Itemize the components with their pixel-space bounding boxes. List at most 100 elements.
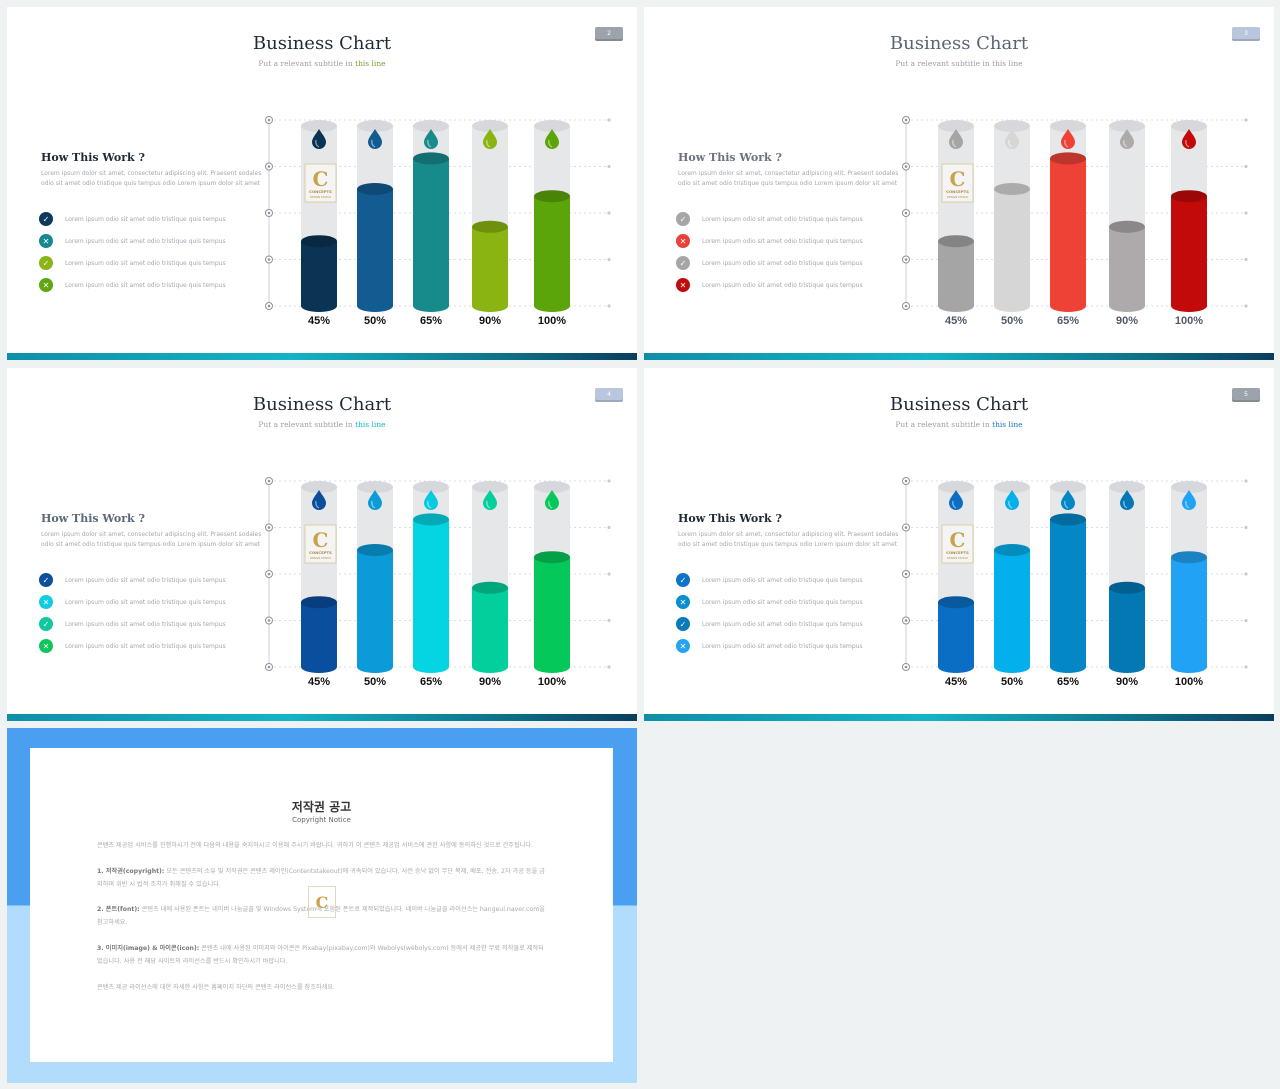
notice-outro: 콘텐츠 제공 라이선스에 대한 자세한 사항은 홈페이지 하단의 콘텐츠 라이선…: [97, 983, 335, 991]
logo-frame: [304, 524, 337, 564]
feature-list: ✓ Lorem ipsum odio sit amet odio tristiqu…: [676, 569, 863, 657]
close-icon: ✕: [676, 595, 690, 609]
tick-label: 50%: [364, 315, 386, 327]
notice-title: 저작권 공고: [291, 800, 352, 814]
slide-title: Business Chart: [889, 33, 1029, 54]
drop-highlight: [548, 500, 553, 509]
how-title: How This Work ?: [41, 151, 145, 164]
drop-icon: [545, 129, 559, 149]
logo-letter: C: [950, 167, 966, 191]
list-item: ✕ Lorem ipsum odio sit amet odio tristiqu…: [39, 230, 226, 252]
grid-end-dot: [607, 479, 611, 483]
list-item: ✓ Lorem ipsum odio sit amet odio tristiqu…: [39, 252, 226, 274]
bar-1: 45%: [301, 481, 337, 688]
drop-highlight: [1185, 500, 1190, 509]
page-number: 2: [595, 27, 623, 41]
axis-tick-dot: [904, 258, 908, 261]
list-item-text: Lorem ipsum odio sit amet odio tristique…: [702, 620, 863, 628]
axis-tick-dot: [904, 479, 908, 483]
bar-cap: [472, 581, 508, 594]
tick-label: 50%: [364, 676, 386, 688]
drop-highlight: [315, 139, 320, 148]
logo-line-1: CONCEPTS: [309, 189, 332, 194]
tube-top: [938, 481, 974, 493]
tube-top: [413, 481, 449, 493]
bar-cap: [357, 544, 393, 556]
list-item: ✕ Lorem ipsum odio sit amet odio tristiqu…: [676, 274, 863, 296]
drop-icon: [949, 129, 963, 149]
list-item-text: Lorem ipsum odio sit amet odio tristique…: [65, 259, 226, 267]
tick-label: 45%: [308, 676, 330, 688]
bar-base: [1171, 300, 1207, 312]
bar-cap: [413, 513, 449, 526]
list-item: ✓ Lorem ipsum odio sit amet odio tristiqu…: [676, 613, 863, 635]
drop-highlight: [1123, 500, 1128, 509]
drop-icon: [1120, 129, 1134, 149]
bottom-band: [644, 353, 1274, 360]
bar-cap: [301, 596, 337, 609]
logo-line-2: DESIGN STUDIO: [310, 195, 331, 199]
bar-fill: [413, 158, 449, 306]
slide-4: Business Chart Put a relevant subtitle i…: [644, 368, 1274, 721]
tube-top: [994, 120, 1030, 132]
logo-line-1: CONCEPTS: [946, 189, 969, 194]
bar-cap: [534, 190, 570, 203]
slide-subtitle: Put a relevant subtitle in this line: [258, 420, 386, 429]
bottom-band: [644, 714, 1274, 721]
logo-letter: C: [950, 528, 966, 552]
axis-tick-dot: [267, 165, 271, 168]
slide-title: Business Chart: [889, 394, 1029, 415]
close-icon: ✕: [39, 639, 53, 653]
drop-highlight: [548, 139, 553, 148]
drop-icon: [368, 129, 382, 149]
bar-cap: [357, 183, 393, 195]
axis-tick-dot: [904, 165, 908, 168]
bar-cap: [1171, 551, 1207, 564]
logo-line-2: DESIGN STUDIO: [947, 556, 968, 560]
logo-frame: [941, 163, 974, 203]
bar-base: [413, 300, 449, 312]
bar-fill: [1050, 519, 1086, 667]
tick-label: 90%: [479, 315, 501, 327]
logo-line-2: DESIGN STUDIO: [310, 556, 331, 560]
bar-fill: [1109, 587, 1145, 667]
bar-fill: [1109, 226, 1145, 306]
grid-end-dot: [1244, 572, 1248, 576]
axis-tick-dot: [904, 665, 908, 669]
bar-fill: [994, 189, 1030, 306]
list-item: ✓ Lorem ipsum odio sit amet odio tristiqu…: [39, 569, 226, 591]
bar-fill: [938, 602, 974, 667]
slide-title: Business Chart: [252, 33, 392, 54]
logo-watermark: C: [308, 886, 336, 918]
feature-list: ✓ Lorem ipsum odio sit amet odio tristiqu…: [39, 569, 226, 657]
tube-top: [301, 120, 337, 132]
grid-end-dot: [1244, 618, 1248, 623]
bar-cap: [301, 235, 337, 248]
axis-tick-dot: [267, 258, 271, 261]
drop-highlight: [486, 500, 491, 509]
drop-highlight: [1064, 500, 1069, 509]
bar-fill: [301, 241, 337, 306]
bar-cap: [534, 551, 570, 564]
tube-top: [413, 120, 449, 132]
list-item: ✕ Lorem ipsum odio sit amet odio tristiqu…: [39, 635, 226, 657]
bar-cap: [938, 235, 974, 248]
list-item: ✕ Lorem ipsum odio sit amet odio tristiqu…: [39, 274, 226, 296]
list-item-text: Lorem ipsum odio sit amet odio tristique…: [65, 620, 226, 628]
bar-base: [938, 661, 974, 673]
bar-cap: [1050, 152, 1086, 165]
tick-label: 90%: [1116, 315, 1138, 327]
grid-end-dot: [607, 164, 611, 169]
axis-tick-dot: [904, 572, 908, 576]
bar-base: [1171, 661, 1207, 673]
bar-fill: [1050, 158, 1086, 306]
bar-cap: [1109, 581, 1145, 594]
slide-1: Business Chart Put a relevant subtitle i…: [7, 7, 637, 360]
drop-icon: [1120, 490, 1134, 510]
bar-base: [534, 661, 570, 673]
bar-2: 50%: [994, 120, 1030, 327]
tick-label: 90%: [1116, 676, 1138, 688]
